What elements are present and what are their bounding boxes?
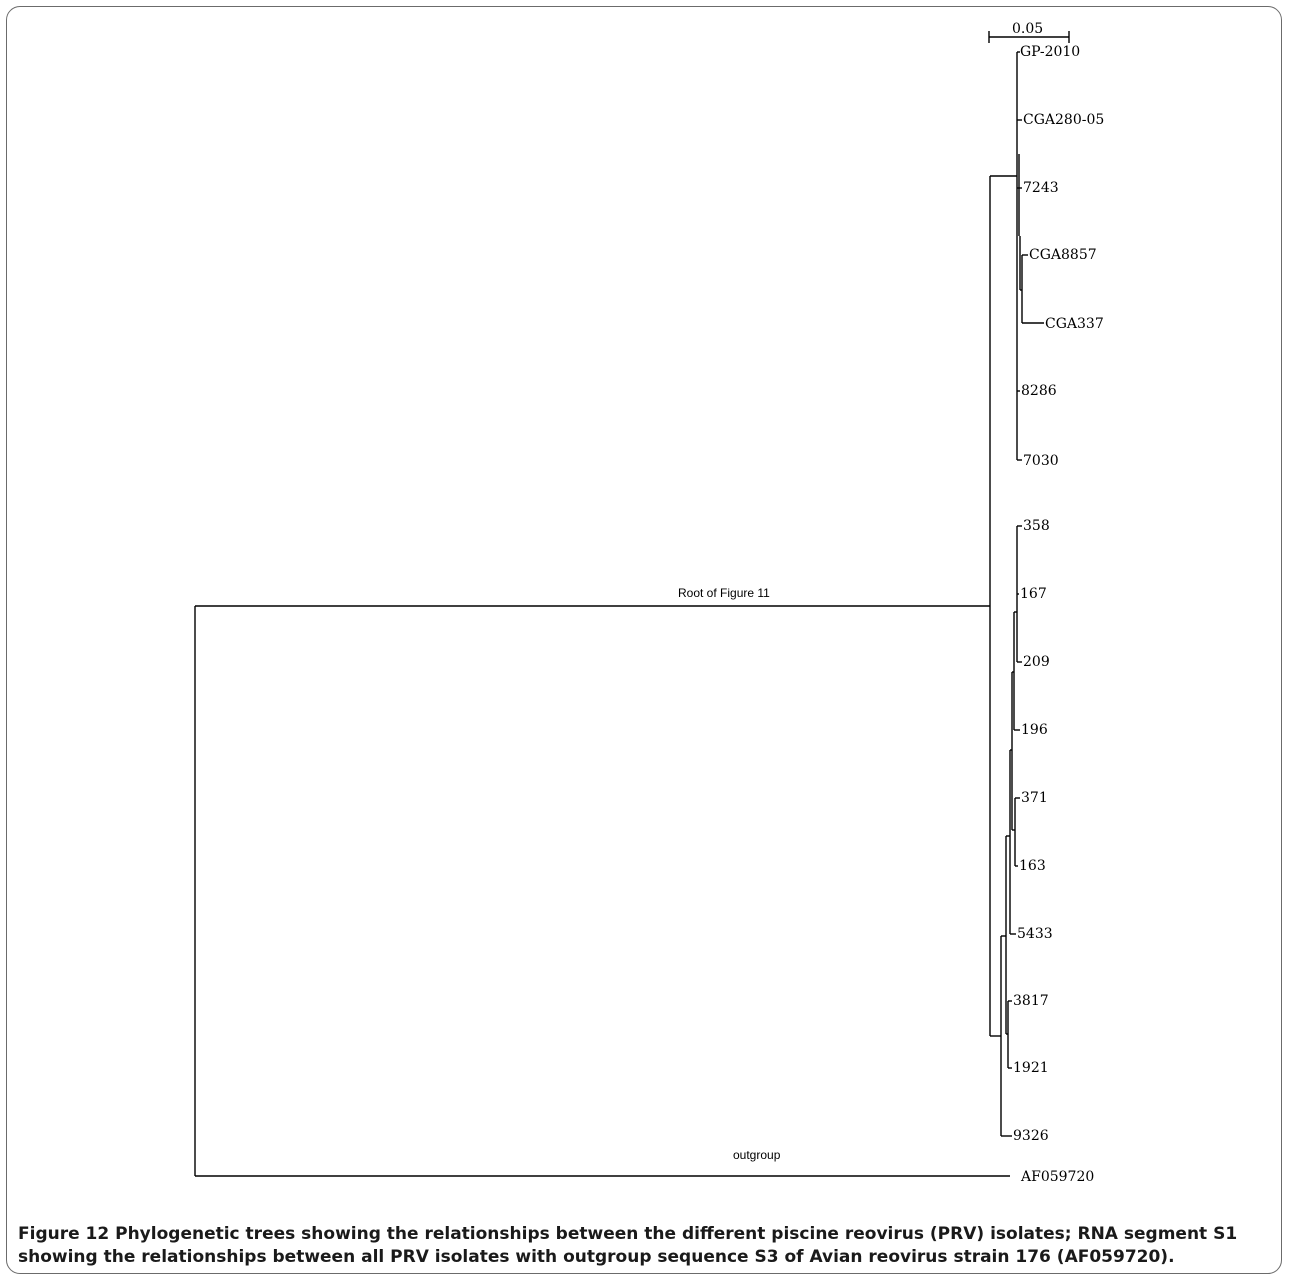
leaf-label: 7243 (1023, 180, 1059, 196)
leaf-label: 5433 (1017, 926, 1053, 942)
figure-frame (6, 6, 1282, 1274)
lower-clade (1000, 525, 1022, 1137)
leaf-label: 8286 (1021, 383, 1057, 399)
scale-bar-label: 0.05 (1012, 21, 1043, 37)
root-branches (194, 175, 1017, 1177)
phylogenetic-tree: 0.05 (194, 21, 1104, 1185)
leaf-label: 371 (1021, 790, 1048, 806)
leaf-label: 1921 (1013, 1060, 1049, 1076)
leaf-label: CGA337 (1045, 316, 1104, 332)
leaf-label: CGA8857 (1029, 247, 1097, 263)
leaf-label: CGA280-05 (1023, 112, 1104, 128)
leaf-label: 167 (1020, 586, 1047, 602)
leaf-label: GP-2010 (1020, 44, 1080, 60)
caption-text: Phylogenetic trees showing the relations… (18, 1224, 1238, 1267)
leaf-label: 9326 (1013, 1128, 1049, 1144)
leaf-label: 7030 (1023, 453, 1059, 469)
leaf-label: 209 (1023, 654, 1050, 670)
leaf-labels: GP-2010 CGA280-05 7243 CGA8857 CGA337 82… (678, 44, 1104, 1185)
leaf-label: AF059720 (1020, 1169, 1094, 1185)
leaf-label: 3817 (1013, 993, 1049, 1009)
scale-bar: 0.05 (988, 21, 1070, 43)
outgroup-label: outgroup (733, 1148, 781, 1162)
leaf-label: 196 (1021, 722, 1048, 738)
upper-clade (1016, 51, 1044, 461)
caption-label: Figure 12 (18, 1224, 110, 1244)
figure-caption: Figure 12 Phylogenetic trees showing the… (18, 1223, 1268, 1269)
root-label: Root of Figure 11 (678, 586, 770, 600)
leaf-label: 163 (1019, 858, 1046, 874)
leaf-label: 358 (1023, 518, 1050, 534)
